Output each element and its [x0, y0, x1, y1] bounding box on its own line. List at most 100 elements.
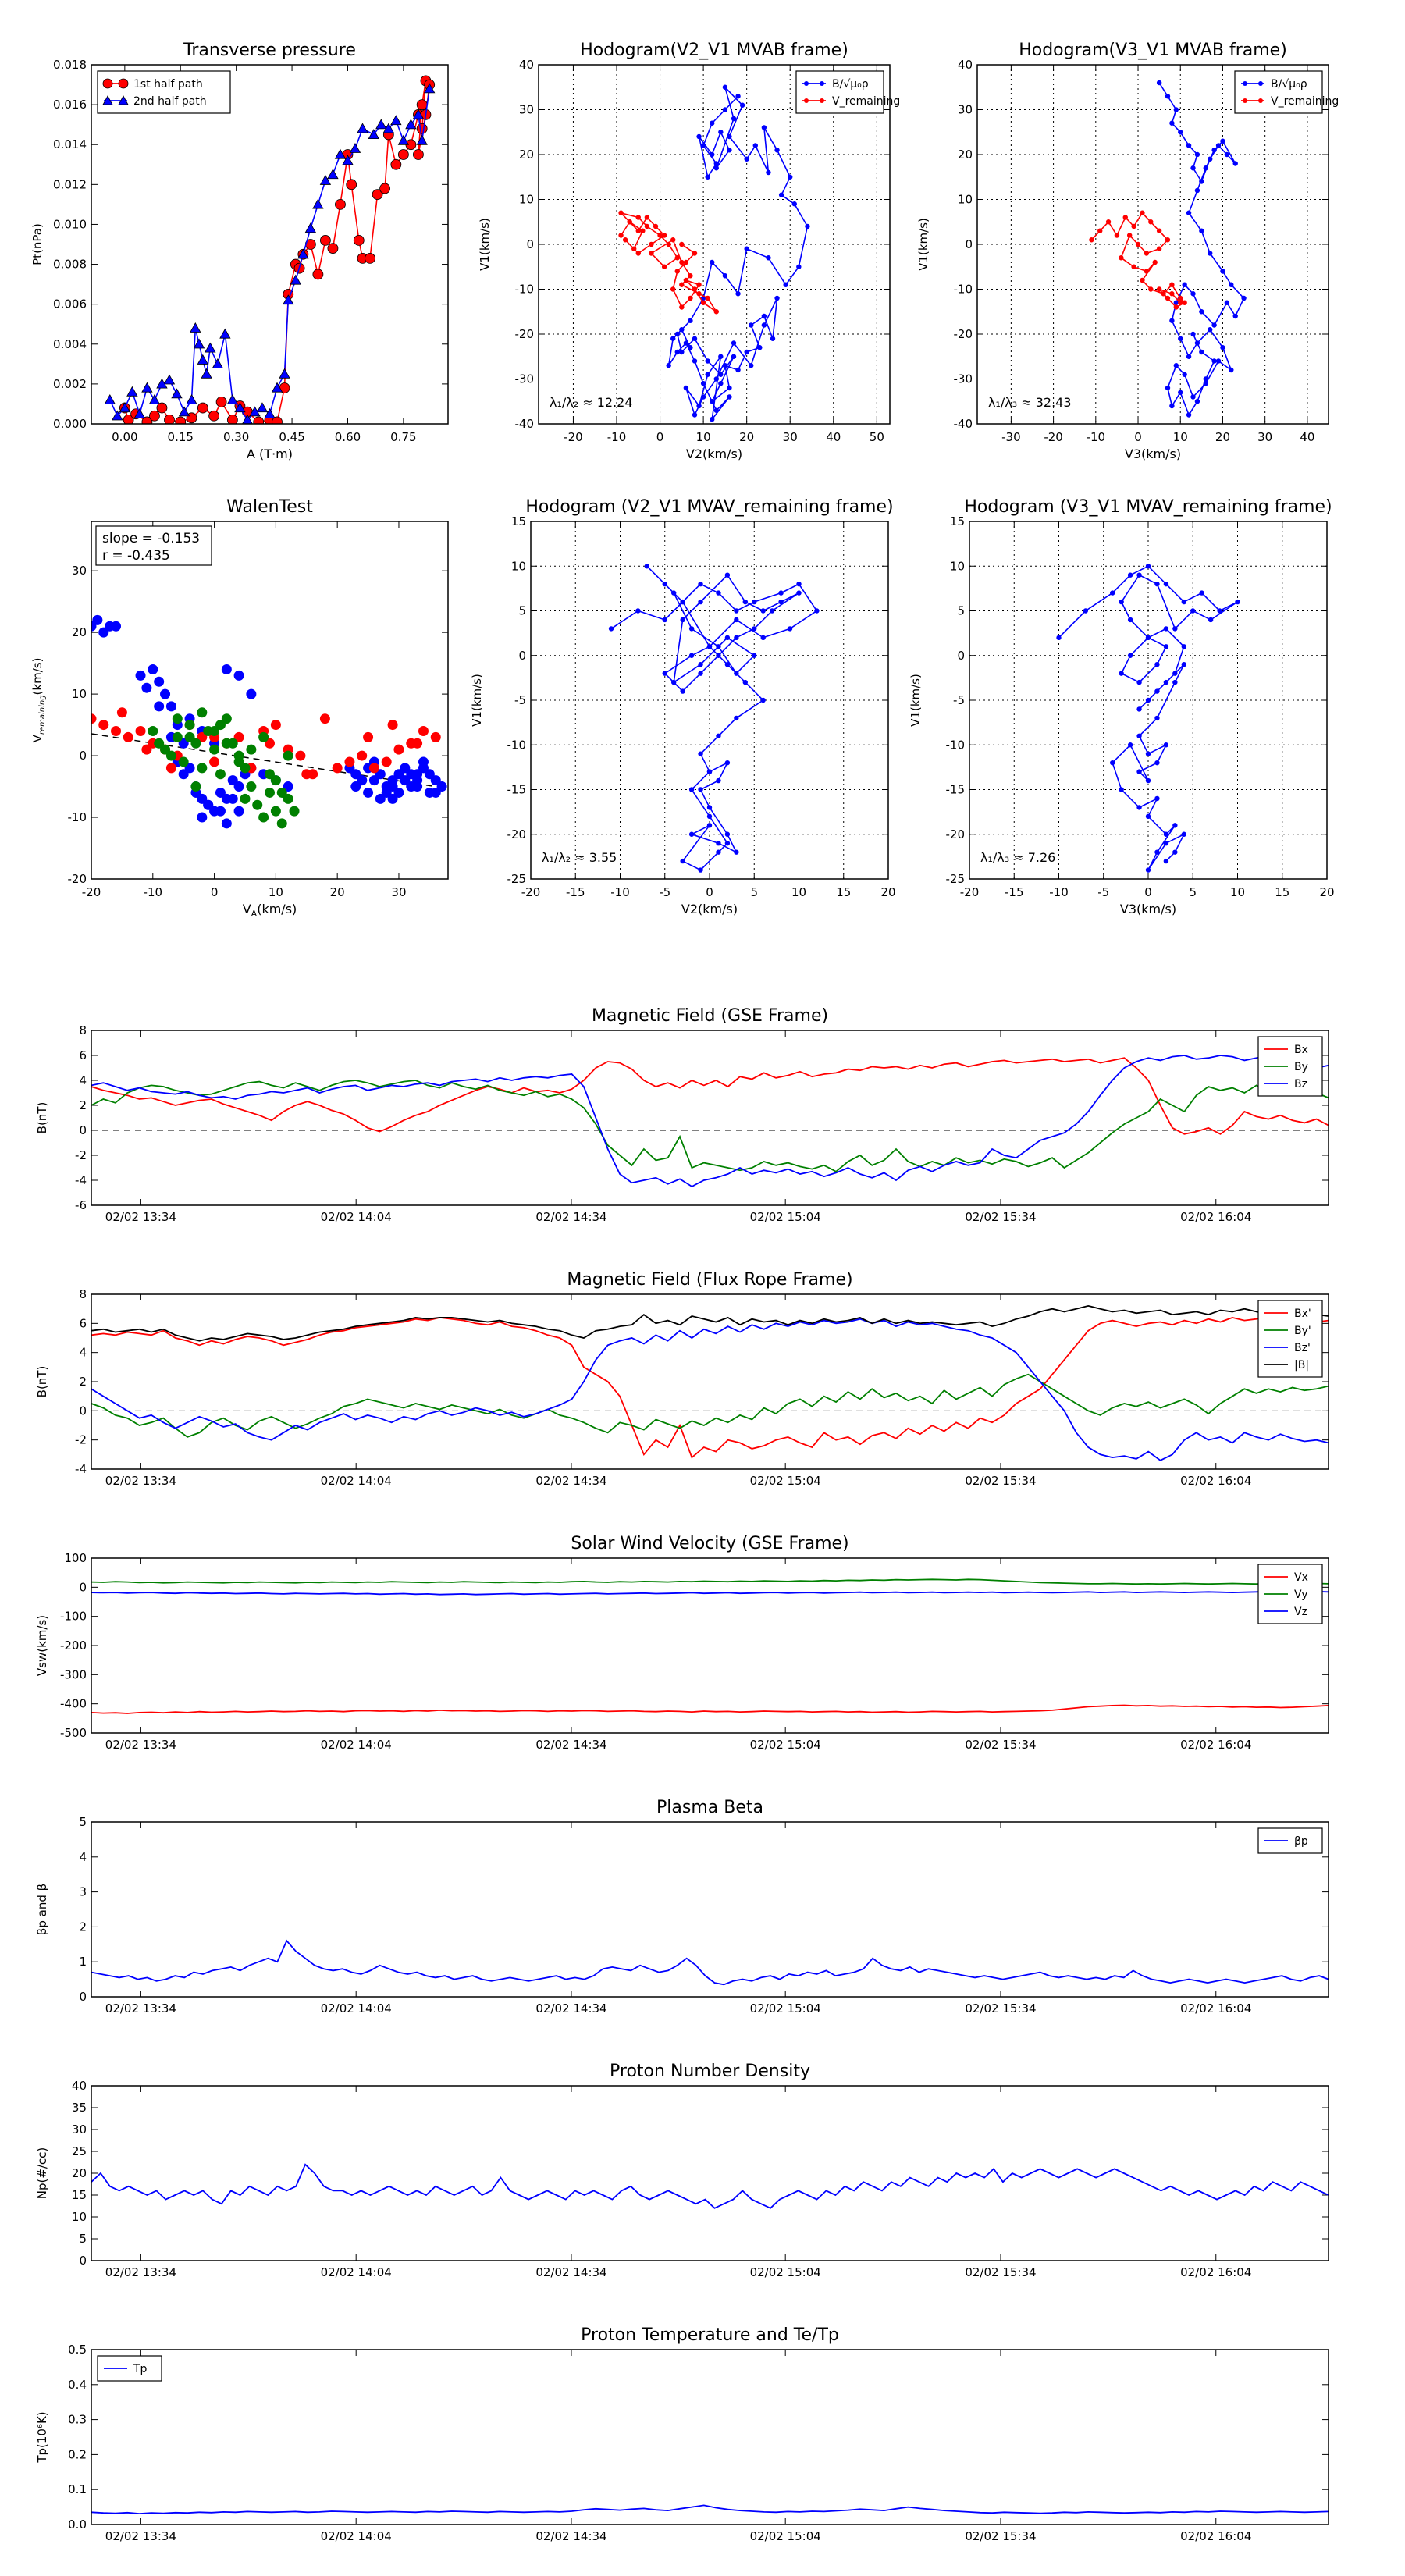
series-0-marker [716, 644, 721, 649]
series-v-remaining-marker [679, 282, 685, 287]
series-2nd-half-path-marker [357, 123, 368, 133]
y-tick-label: -10 [68, 810, 87, 824]
series-2nd-half-path-line [109, 88, 430, 422]
x-tick-label: 02/02 14:04 [321, 1210, 392, 1224]
series-b--marker [1156, 80, 1162, 86]
series-b--marker [735, 94, 741, 99]
series-1st-half-path-marker [226, 414, 238, 424]
series-by-line [91, 1080, 1329, 1172]
ratio-annotation: λ₁/λ₂ ≈ 3.55 [542, 850, 617, 865]
x-tick-label: 02/02 13:34 [105, 2529, 176, 2543]
series-1st-half-path-marker [379, 183, 390, 194]
y-tick-label: -20 [507, 827, 527, 841]
series-0-marker [787, 626, 793, 632]
series-v-remaining-marker [666, 241, 671, 247]
series-0-point [221, 818, 232, 829]
y-axis-label: B(nT) [35, 1102, 49, 1134]
series-2-point [184, 731, 195, 742]
series-v-remaining-marker [696, 282, 702, 287]
series-1-point [209, 756, 220, 767]
series-b--marker [1173, 107, 1179, 112]
x-tick-label: -5 [659, 885, 670, 899]
series-0-point [135, 670, 146, 681]
series-vx-line [91, 1704, 1329, 1714]
series-1st-half-path-marker [164, 414, 175, 424]
series-v-remaining-marker [1182, 300, 1187, 305]
series-0-point [227, 775, 238, 786]
series-0-marker [1172, 626, 1178, 632]
series-2-point [289, 806, 300, 817]
series-b--marker [705, 358, 710, 364]
series-b--marker [692, 412, 698, 418]
series-b--marker [674, 331, 680, 337]
series-b--marker [727, 133, 732, 140]
legend-box [795, 70, 884, 114]
series-0-marker [688, 626, 695, 632]
y-axis-label: Np(#/cc) [35, 2147, 49, 2200]
chart-title: Transverse pressure [183, 41, 356, 60]
x-tick-label: 40 [826, 430, 841, 444]
y-axis-label: V1(km/s) [916, 218, 930, 271]
series-b--marker [1199, 228, 1204, 233]
series-2-point [221, 738, 232, 749]
series-v-remaining-marker [1105, 219, 1112, 225]
y-tick-label: 0 [79, 749, 87, 763]
series-v-remaining-marker [692, 251, 698, 256]
series-b--marker [718, 381, 724, 386]
series-0-marker [760, 635, 766, 641]
series-2nd-half-path-marker [416, 134, 428, 145]
x-tick-label: 40 [1300, 430, 1314, 444]
series-0-marker [734, 608, 739, 614]
y-tick-label: 0.3 [68, 2413, 87, 2427]
series-0-marker [734, 617, 739, 623]
series-v-remaining-marker [1178, 295, 1183, 301]
series-0-marker [752, 599, 757, 605]
series-1st-half-path-marker [365, 252, 375, 264]
series-v-remaining-marker [1148, 219, 1154, 225]
series-b--marker [1190, 331, 1196, 337]
chart-transverse-pressure: Transverse pressure 0.000 0.002 0.004 0.006 0… [30, 41, 449, 461]
series-b--marker [731, 354, 737, 359]
y-tick-label: -10 [515, 283, 535, 297]
series-0-marker [680, 688, 685, 694]
x-tick-label: 30 [1257, 430, 1272, 444]
series-b--marker [749, 322, 754, 328]
series-1-point [116, 707, 127, 718]
y-tick-label: -20 [946, 827, 966, 841]
y-tick-label: 0.5 [68, 2343, 87, 2357]
plot-area [1056, 564, 1240, 873]
ratio-annotation: λ₁/λ₂ ≈ 12.24 [550, 395, 633, 410]
series-2nd-half-path-marker [424, 83, 436, 94]
y-tick-label: 0.4 [68, 2378, 87, 2392]
series-b--marker [1186, 354, 1192, 359]
x-tick-label: -20 [82, 885, 101, 899]
series-2nd-half-path-marker [342, 155, 354, 165]
y-tick-label: 4 [79, 1850, 87, 1864]
series-0-marker [1163, 742, 1169, 748]
x-tick-label: 02/02 16:04 [1180, 2001, 1251, 2016]
y-tick-label: -200 [60, 1638, 87, 1653]
series-0-marker [724, 831, 731, 837]
series-0-line [610, 565, 818, 871]
series-b--marker [1203, 165, 1208, 171]
series-1-point [141, 744, 152, 755]
chart-title: WalenTest [226, 497, 313, 517]
series-0-marker [1181, 662, 1187, 667]
series-0-marker [1145, 635, 1151, 641]
chart-hodogram-v2-v1-mvab: Hodogram(V2_V1 MVAB frame) -40 -30 -20 -10 0 1… [478, 41, 900, 461]
y-tick-label: -25 [946, 872, 966, 886]
series-v-remaining-marker [1126, 233, 1133, 238]
series-0-point [350, 769, 361, 780]
series-v-remaining-marker [1122, 215, 1128, 220]
x-axis-label: VA(km/s) [243, 902, 297, 919]
y-tick-label: -6 [75, 1198, 87, 1212]
series-0-point [203, 799, 214, 810]
series-0-marker [1056, 635, 1062, 641]
series-b--marker [778, 192, 784, 197]
y-axis-label: V1(km/s) [478, 218, 492, 271]
series-b--marker [683, 340, 689, 346]
series-2nd-half-path-marker [186, 394, 197, 404]
series-0-marker [662, 581, 667, 587]
series-2nd-half-path-marker [163, 374, 176, 385]
series-0-marker [1181, 644, 1187, 649]
